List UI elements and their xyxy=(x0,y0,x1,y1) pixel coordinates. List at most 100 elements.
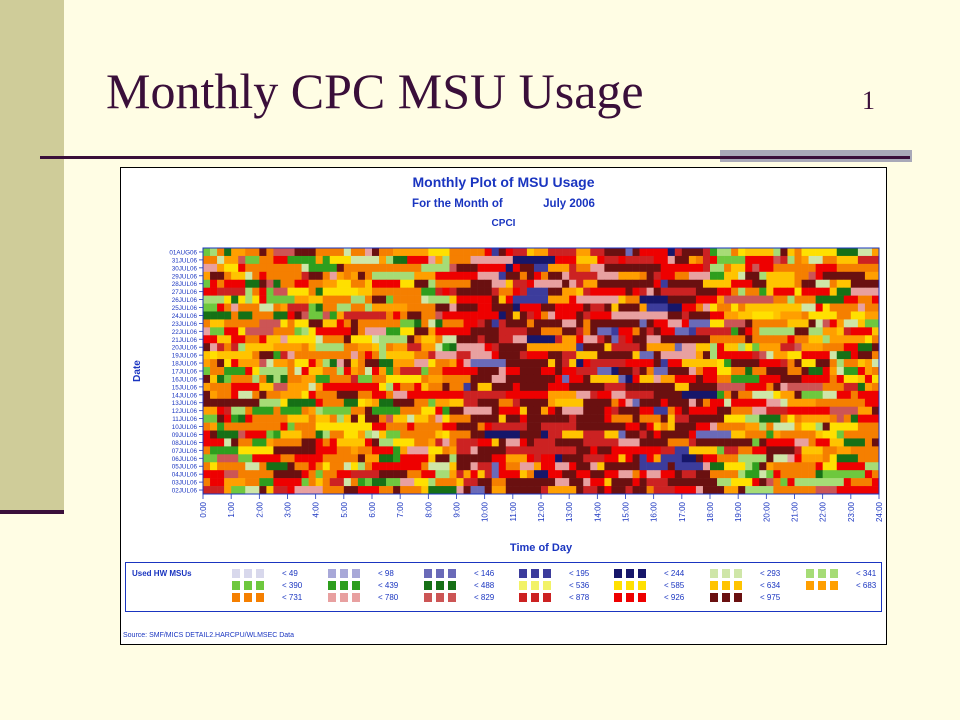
heatmap-cell xyxy=(217,327,225,336)
heatmap-cell xyxy=(400,462,408,471)
legend-title: Used HW MSUs xyxy=(132,569,192,578)
heatmap-cell xyxy=(541,470,549,479)
heatmap-cell xyxy=(386,478,394,487)
heatmap-cell xyxy=(498,422,507,431)
heatmap-cell xyxy=(512,446,521,455)
legend-swatch xyxy=(734,581,742,590)
heatmap-cell xyxy=(379,478,387,487)
legend-swatch xyxy=(626,569,634,578)
heatmap-cell xyxy=(259,311,267,320)
heatmap-cell xyxy=(864,470,873,479)
heatmap-cell xyxy=(400,351,408,360)
heatmap-cell xyxy=(301,462,309,471)
heatmap-cell xyxy=(583,343,591,352)
y-tick-label: 21JUL06 xyxy=(172,337,198,344)
heatmap-cell xyxy=(477,398,485,408)
heatmap-cell xyxy=(773,367,781,376)
heatmap-cell xyxy=(780,248,788,257)
heatmap-cell xyxy=(632,462,640,471)
heatmap-cell xyxy=(681,470,690,479)
heatmap-cell xyxy=(463,390,471,400)
heatmap-cell xyxy=(681,454,690,463)
heatmap-cell xyxy=(505,446,514,455)
heatmap-cell xyxy=(526,327,535,336)
heatmap-cell xyxy=(660,367,669,376)
heatmap-cell xyxy=(400,430,408,439)
heatmap-cell xyxy=(618,295,626,304)
x-tick-label: 2:00 xyxy=(255,501,264,517)
heatmap-cell xyxy=(428,390,436,400)
heatmap-cell xyxy=(815,438,823,447)
heatmap-cell xyxy=(498,248,507,257)
heatmap-cell xyxy=(498,454,507,463)
heatmap-cell xyxy=(541,255,549,265)
heatmap-cell xyxy=(667,374,676,384)
heatmap-cell xyxy=(871,374,880,384)
heatmap-cell xyxy=(245,295,253,304)
heatmap-cell xyxy=(329,414,338,423)
heatmap-cell xyxy=(449,486,457,495)
heatmap-cell xyxy=(766,486,774,495)
heatmap-cell xyxy=(576,406,584,415)
heatmap-cell xyxy=(463,287,471,296)
heatmap-cell xyxy=(822,319,831,328)
heatmap-cell xyxy=(850,255,859,265)
heatmap-cell xyxy=(660,382,669,392)
legend-swatch xyxy=(352,593,360,602)
heatmap-cell xyxy=(752,255,760,265)
heatmap-cell xyxy=(526,414,535,423)
heatmap-cell xyxy=(773,287,781,296)
heatmap-cell xyxy=(336,382,345,392)
heatmap-cell xyxy=(569,438,577,447)
heatmap-cell xyxy=(674,287,683,296)
legend-label: < 98 xyxy=(378,569,394,578)
heatmap-cell xyxy=(576,438,584,447)
heatmap-cell xyxy=(766,470,774,479)
heatmap-cell xyxy=(350,327,359,336)
x-tick-label: 24:00 xyxy=(875,501,884,522)
heatmap-cell xyxy=(477,359,485,368)
legend-swatch xyxy=(424,569,432,578)
heatmap-cell xyxy=(505,279,514,288)
heatmap-cell xyxy=(463,335,471,344)
heatmap-cell xyxy=(428,398,436,408)
heatmap-cell xyxy=(379,279,387,288)
heatmap-cell xyxy=(674,359,683,368)
heatmap-cell xyxy=(710,367,718,376)
heatmap-cell xyxy=(632,311,640,320)
heatmap-cell xyxy=(400,374,408,384)
heatmap-cell xyxy=(766,335,774,344)
heatmap-cell xyxy=(864,343,873,352)
heatmap-cell xyxy=(238,319,246,328)
heatmap-cell xyxy=(231,422,239,431)
heatmap-cell xyxy=(773,311,781,320)
heatmap-cell xyxy=(773,255,781,265)
heatmap-cell xyxy=(336,406,345,415)
heatmap-cell xyxy=(688,263,697,273)
heatmap-cell xyxy=(724,470,732,479)
heatmap-cell xyxy=(512,470,521,479)
heatmap-cell xyxy=(350,335,359,344)
heatmap-cell xyxy=(329,406,338,415)
heatmap-cell xyxy=(463,374,471,384)
y-tick-label: 16JUL06 xyxy=(172,376,198,383)
heatmap-cell xyxy=(618,367,626,376)
heatmap-cell xyxy=(484,398,493,408)
heatmap-cell xyxy=(231,279,239,288)
heatmap-cell xyxy=(477,263,485,273)
heatmap-cell xyxy=(491,374,500,384)
heatmap-cell xyxy=(428,295,436,304)
heatmap-cell xyxy=(386,248,394,257)
heatmap-cell xyxy=(787,311,795,320)
heatmap-cell xyxy=(428,319,436,328)
heatmap-cell xyxy=(280,335,288,344)
heatmap-cell xyxy=(393,454,401,463)
x-tick-label: 1:00 xyxy=(227,501,236,517)
heatmap-cell xyxy=(604,248,612,257)
heatmap-cell xyxy=(618,414,626,423)
heatmap-cell xyxy=(808,422,816,431)
heatmap-cell xyxy=(752,422,760,431)
heatmap-cell xyxy=(252,248,260,257)
y-tick-label: 23JUL06 xyxy=(172,321,198,328)
heatmap-cell xyxy=(717,406,725,415)
